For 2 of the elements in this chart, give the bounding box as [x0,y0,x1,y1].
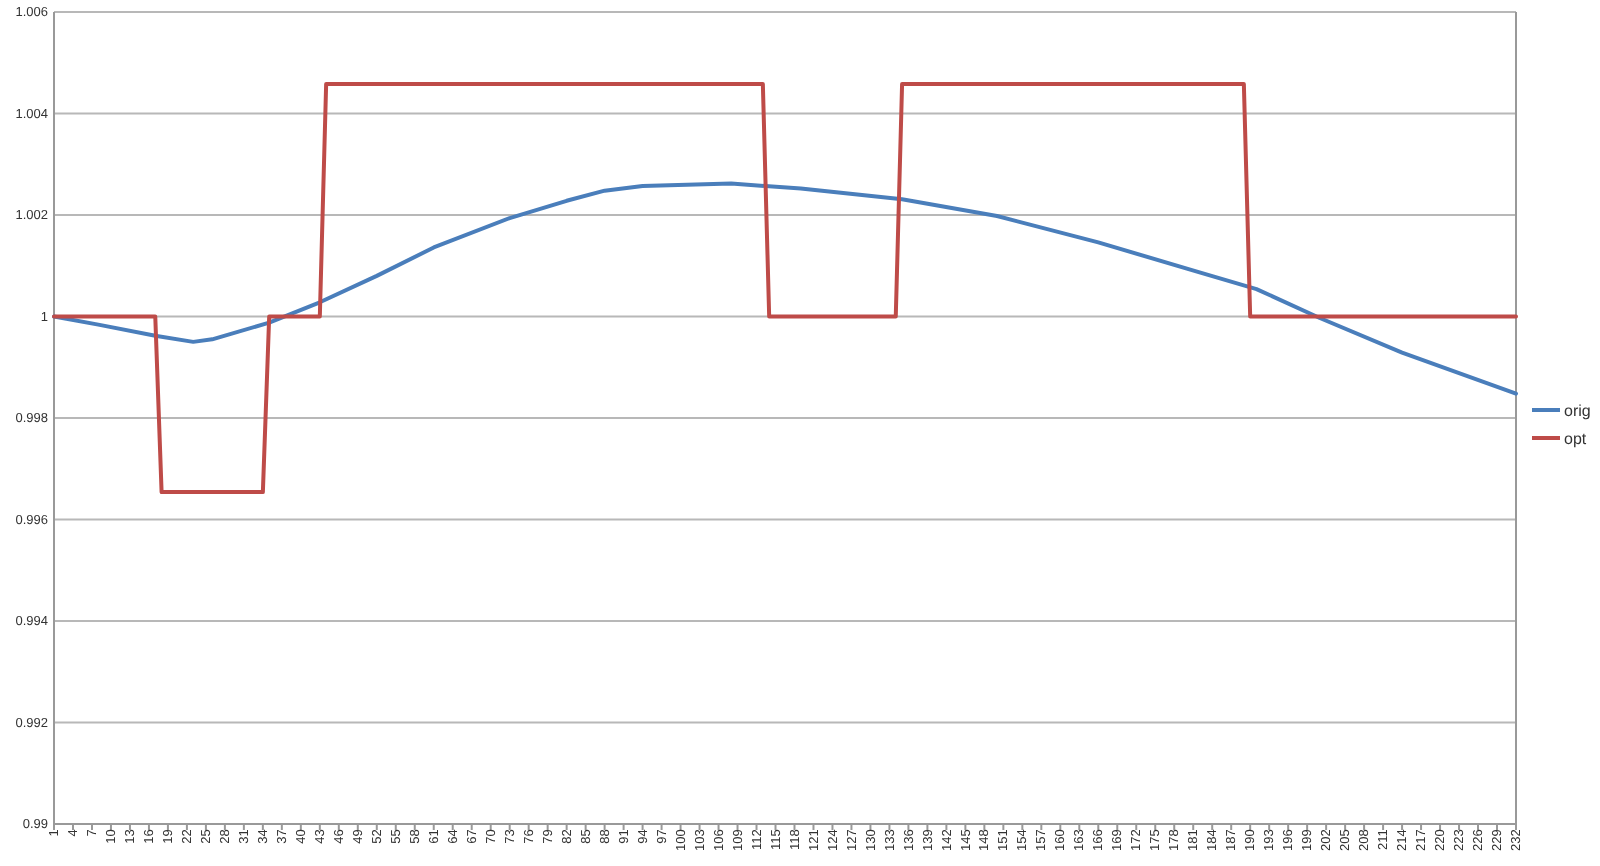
legend-label: orig [1564,402,1591,420]
legend-label: opt [1564,430,1588,448]
